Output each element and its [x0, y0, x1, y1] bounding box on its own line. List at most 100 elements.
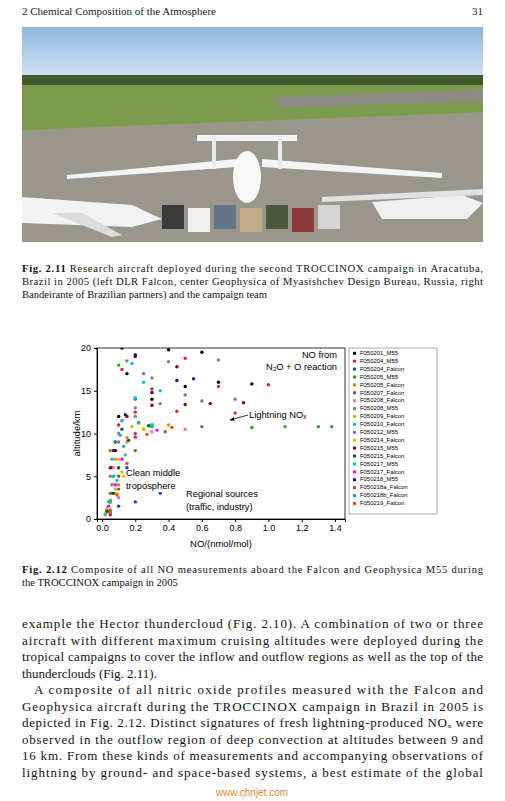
body-line: depicted in Fig. 2.12. Distinct signatur…	[22, 715, 483, 730]
data-point	[137, 421, 140, 424]
data-point	[117, 487, 120, 490]
page-background	[0, 0, 505, 801]
photo-bandeirante-wing	[322, 189, 483, 202]
body-line: lightning by ground- and space-based sys…	[22, 765, 483, 780]
legend-marker	[353, 423, 356, 426]
legend-label: F050208_Falcon	[360, 397, 404, 403]
data-point	[184, 403, 187, 406]
x-tick: 0.6	[196, 519, 209, 533]
legend-marker	[353, 439, 356, 442]
y-tick-mark	[94, 434, 97, 435]
legend: F050201_M55F050204_M55F050204_FalconF050…	[349, 348, 437, 514]
y-axis-title: altitude/km	[71, 410, 82, 456]
data-point	[114, 487, 117, 490]
data-point	[167, 360, 170, 363]
data-point	[242, 401, 245, 404]
legend-marker	[353, 352, 356, 355]
legend-label: F050218a_Falcon	[360, 484, 408, 490]
caption-text: Research aircraft deployed during the se…	[70, 263, 483, 274]
data-point	[150, 376, 153, 379]
photo-wing-left	[67, 159, 237, 179]
legend-marker	[353, 399, 356, 402]
data-point	[130, 425, 133, 428]
data-point	[124, 413, 127, 416]
data-point	[267, 383, 270, 386]
x-tick-label: 0.0	[96, 523, 109, 533]
data-point	[104, 513, 107, 516]
data-point	[170, 426, 173, 429]
body-line: A composite of all nitric oxide profiles…	[34, 682, 484, 697]
legend-marker	[353, 447, 356, 450]
series	[109, 359, 237, 478]
data-point	[117, 475, 120, 478]
series	[107, 428, 187, 514]
page: 2 Chemical Composition of the Atmosphere…	[0, 0, 505, 801]
series	[109, 365, 246, 469]
data-point	[150, 387, 153, 390]
legend-label: F050219_Falcon	[360, 500, 404, 506]
x-axis: 0.00.20.40.60.81.01.21.4	[96, 519, 345, 533]
data-point	[134, 396, 137, 399]
caption-label: Fig. 2.12	[22, 564, 67, 575]
y-tick-mark	[94, 391, 97, 392]
data-point	[117, 423, 120, 426]
data-point	[250, 382, 253, 385]
body-line: aircraft with different maximum cruising…	[22, 633, 483, 648]
data-point	[150, 423, 153, 426]
legend-marker	[353, 383, 356, 386]
data-point	[120, 368, 123, 371]
y-tick-label: 20	[81, 343, 91, 353]
x-tick-mark	[335, 519, 336, 522]
photo-treeline	[22, 75, 483, 85]
data-point	[114, 457, 117, 460]
annotation: Clean middle	[126, 468, 180, 478]
caption-space	[66, 263, 69, 274]
y-axis: 05101520	[81, 343, 98, 524]
x-tick-label: 1.2	[296, 523, 309, 533]
legend-marker	[353, 431, 356, 434]
series	[110, 362, 162, 461]
data-point	[175, 379, 178, 382]
data-point	[184, 393, 187, 396]
legend-label: F050218_M55	[360, 476, 399, 482]
annotation: (traffic, industry)	[186, 502, 252, 512]
x-tick-mark	[135, 519, 136, 522]
photo-person-group	[162, 205, 184, 229]
caption-label: Fig. 2.11	[22, 263, 66, 274]
annotation: NO from	[302, 350, 337, 360]
data-point	[317, 425, 320, 428]
body-line: Geophysica aircraft during the TROCCINOX…	[22, 699, 483, 714]
data-point	[107, 504, 110, 507]
caption-line: Bandeirante of Brazilian partners) and t…	[22, 289, 268, 301]
legend-label: F050215_M55	[360, 445, 399, 451]
data-point	[109, 511, 112, 514]
legend-marker	[353, 470, 356, 473]
data-point	[184, 385, 187, 388]
series	[109, 348, 254, 504]
annotation: N₂O + O reaction	[266, 362, 337, 372]
data-point	[120, 419, 123, 422]
y-tick-label: 5	[86, 472, 91, 482]
photo-person-group	[188, 208, 210, 232]
data-point	[120, 348, 123, 350]
x-tick-label: 0.8	[229, 523, 242, 533]
data-point	[150, 391, 153, 394]
photo-tailboom-right	[278, 135, 282, 169]
x-tick-mark	[169, 519, 170, 522]
data-point	[134, 415, 137, 418]
legend-label: F050204_Falcon	[360, 366, 404, 372]
data-point	[142, 428, 145, 431]
y-tick-mark	[94, 476, 97, 477]
y-tick-label: 0	[86, 514, 91, 524]
photo-person-group	[214, 205, 236, 229]
data-point	[200, 351, 203, 354]
legend-label: F050218b_Falcon	[360, 492, 408, 498]
data-point	[125, 359, 128, 362]
data-point	[134, 355, 137, 358]
data-point	[134, 436, 137, 439]
data-point	[150, 430, 153, 433]
data-point	[115, 493, 118, 496]
data-point	[117, 483, 120, 486]
data-point	[142, 372, 145, 375]
data-point	[159, 492, 162, 495]
